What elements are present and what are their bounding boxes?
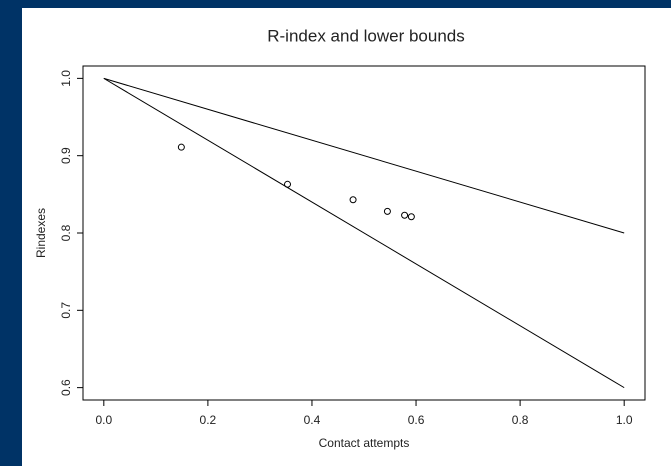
y-tick-label: 0.6 [59, 379, 73, 396]
x-axis-label: Contact attempts [319, 436, 410, 450]
bound-line [103, 77, 625, 389]
x-tick-label: 0.6 [408, 413, 425, 427]
point [383, 207, 391, 215]
x-tick-label: 0.0 [95, 413, 112, 427]
chart-title: R-index and lower bounds [267, 26, 465, 45]
x-tick-label: 0.4 [304, 413, 321, 427]
x-tick-label: 1.0 [616, 413, 633, 427]
y-tick-label: 1.0 [59, 70, 73, 87]
point [401, 211, 409, 219]
x-tick-label: 0.2 [200, 413, 217, 427]
y-tick-label: 0.9 [59, 147, 73, 164]
point [407, 213, 415, 221]
bound-line [103, 77, 625, 234]
y-axis-label: Rindexes [34, 208, 48, 258]
panel [22, 8, 671, 466]
point [177, 143, 185, 151]
point [284, 180, 292, 188]
y-tick-label: 0.7 [59, 302, 73, 319]
y-tick-label: 0.8 [59, 224, 73, 241]
x-tick-label: 0.8 [512, 413, 529, 427]
point [349, 196, 357, 204]
